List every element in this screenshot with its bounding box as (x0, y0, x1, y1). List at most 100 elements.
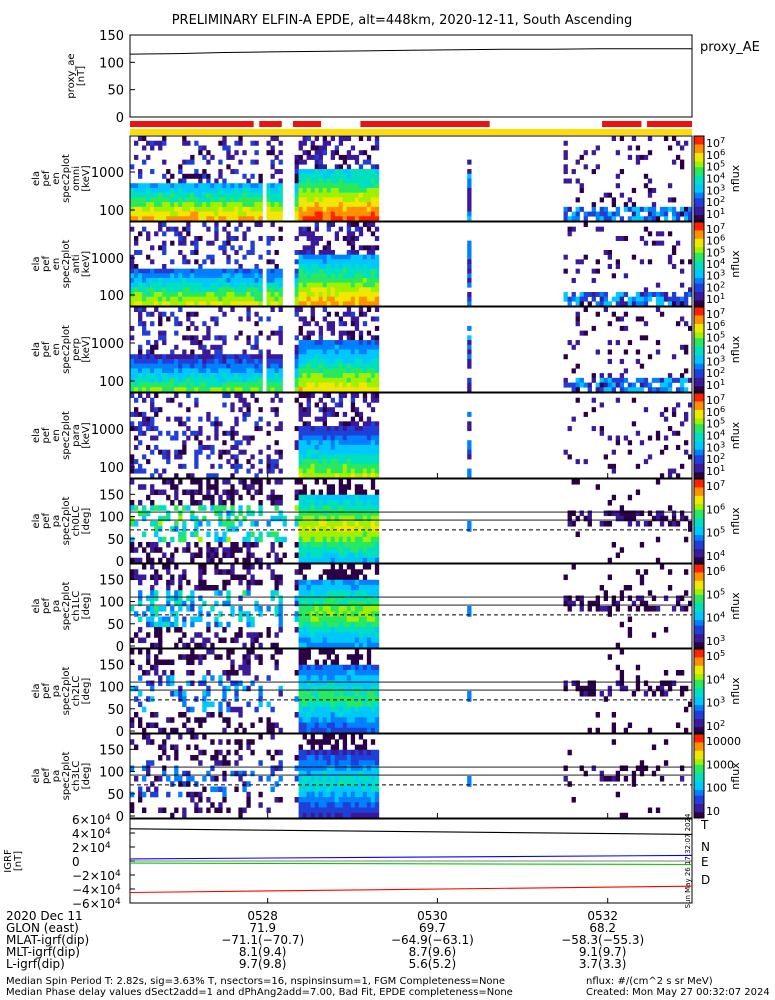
spectrogram-cell (306, 701, 311, 708)
spectrogram-cell (218, 536, 223, 543)
spectrogram-cell (142, 373, 147, 379)
spectrogram-cell (627, 595, 633, 602)
spectrogram-cell (334, 150, 340, 156)
spectrogram-cell (222, 585, 227, 591)
spectrogram-cell (138, 136, 143, 142)
spectrogram-cell (194, 654, 199, 660)
spectrogram-cell (603, 216, 608, 222)
spectrogram-cell (370, 521, 376, 527)
spectrogram-cell (310, 140, 315, 146)
spectrogram-cell (318, 368, 323, 374)
spectrogram-cell (150, 358, 155, 364)
spectrogram-cell (675, 521, 681, 527)
spectrogram-cell (467, 211, 472, 217)
spectrogram-cell (467, 611, 472, 617)
colorbar-cell (694, 455, 704, 459)
spectrogram-cell (342, 579, 348, 586)
spectrogram-cell (198, 340, 203, 346)
spectrogram-cell (182, 444, 187, 450)
spectrogram-cell (134, 468, 139, 474)
spectrogram-cell (314, 340, 319, 346)
spectrogram-cell (302, 557, 307, 564)
spectrogram-cell (206, 552, 211, 559)
spectrogram-cell (234, 670, 239, 676)
spectrogram-cell (350, 231, 356, 237)
spectrogram-cell (595, 292, 600, 297)
spectrogram-cell (218, 621, 223, 628)
spectrogram-cell (334, 183, 340, 189)
spectrogram-cell (166, 430, 171, 436)
spectrogram-cell (242, 727, 247, 734)
spectrogram-cell (350, 240, 356, 246)
spectrogram-cell (130, 183, 135, 189)
spectrogram-cell (234, 637, 239, 644)
spectrogram-cell (202, 691, 207, 697)
spectrogram-cell (206, 479, 211, 485)
spectrogram-cell (178, 595, 183, 602)
spectrogram-cell (358, 531, 364, 538)
spectrogram-cell (358, 273, 364, 279)
spectrogram-cell (310, 330, 315, 336)
spectrogram-cell (318, 468, 323, 474)
spectrogram-cell (350, 397, 356, 403)
spectrogram-cell (342, 292, 348, 297)
spectrogram-cell (306, 526, 311, 532)
spectrogram-cell (334, 278, 340, 283)
spectrogram-cell (206, 416, 211, 422)
spectrogram-cell (150, 611, 155, 617)
spectrogram-cell (659, 449, 665, 455)
spectrogram-cell (238, 278, 243, 283)
spectrogram-cell (631, 515, 637, 522)
spectrogram-cell (166, 192, 171, 198)
spectrogram-cell (358, 344, 364, 350)
spectrogram-cell (675, 387, 681, 393)
spectrogram-cell (182, 354, 187, 360)
spectrogram-cell (338, 449, 344, 455)
spectrogram-cell (178, 574, 183, 581)
spectrogram-cell (166, 459, 171, 465)
spectrogram-cell (322, 278, 327, 283)
spectrogram-cell (306, 521, 311, 527)
spectrogram-cell (370, 206, 376, 212)
spectrogram-cell (314, 197, 319, 203)
spectrogram-cell (190, 373, 195, 379)
spectrogram-cell (138, 590, 143, 596)
proxy-ae-ylabel: proxy_ae [nT] (66, 53, 87, 98)
spectrogram-cell (278, 542, 283, 548)
spectrogram-cell (318, 637, 323, 644)
spectrogram-cell (346, 311, 352, 317)
spectrogram-cell (330, 254, 336, 260)
spectrogram-cell (334, 536, 340, 543)
pitch-panel-ylabel-0-line-3: spec2plot (61, 497, 72, 546)
spectrogram-cell (138, 373, 143, 379)
spectrogram-cell (679, 344, 685, 350)
colorbar-cell (694, 280, 704, 284)
spectrogram-cell (210, 192, 215, 198)
spectrogram-cell (366, 307, 372, 313)
spectrogram-cell (270, 382, 275, 388)
colorbar-cell (694, 341, 704, 345)
spectrogram-cell (150, 197, 155, 203)
spectrogram-cell (266, 373, 271, 379)
colorbar-tick-label: 103 (706, 439, 725, 454)
spectrogram-cell (310, 494, 315, 501)
energy-panel-ylabel-2-line-5: [keV] (81, 336, 92, 362)
spectrogram-cell (186, 547, 191, 553)
pitch-panel-ylabel-0-line-2: pa (51, 515, 62, 527)
spectrogram-cell (246, 183, 251, 189)
spectrogram-cell (210, 363, 215, 369)
spectrogram-cell (374, 183, 380, 189)
spectrogram-cell (623, 325, 629, 331)
spectrogram-cell (591, 206, 596, 212)
spectrogram-cell (174, 484, 179, 490)
spectrogram-cell (350, 510, 356, 517)
spectrogram-cell (298, 564, 303, 570)
spectrogram-cell (246, 611, 251, 617)
spectrogram-cell (310, 531, 315, 538)
spectrogram-cell (258, 611, 263, 617)
spectrogram-cell (467, 273, 472, 279)
spectrogram-cell (322, 616, 327, 623)
spectrogram-cell (639, 510, 645, 517)
spectrogram-cell (467, 301, 472, 307)
spectrogram-cell (162, 136, 167, 142)
